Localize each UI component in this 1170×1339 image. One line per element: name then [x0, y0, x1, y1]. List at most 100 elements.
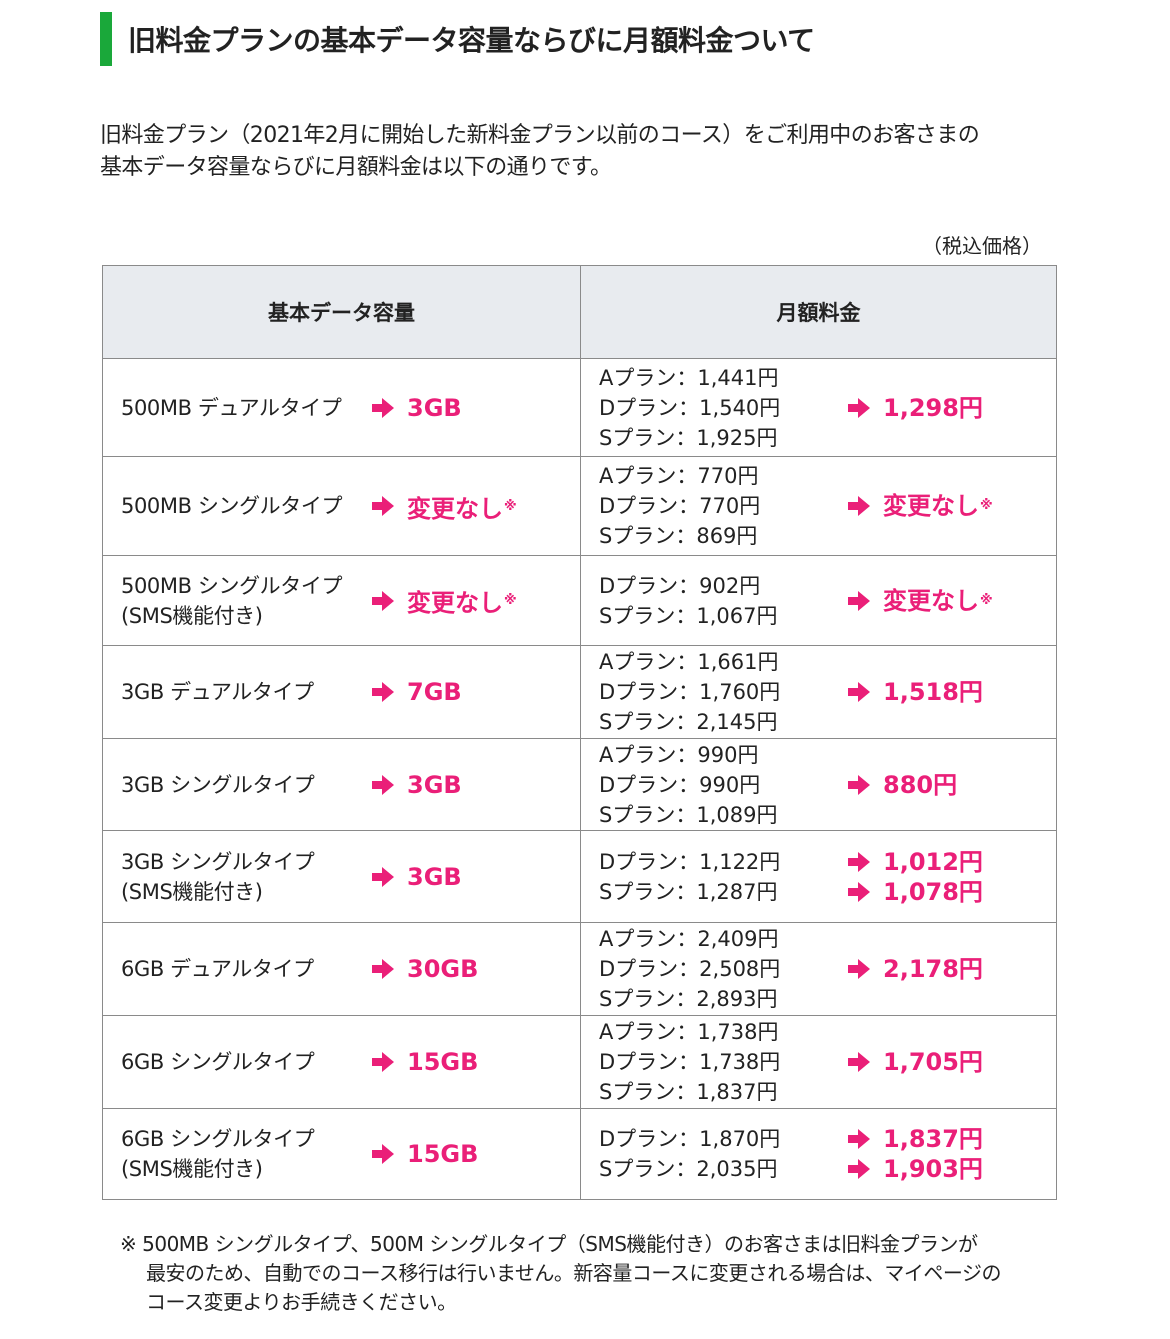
intro-line: 基本データ容量ならびに月額料金は以下の通りです。	[100, 155, 612, 180]
arrow-right-icon	[371, 1050, 395, 1074]
table-body: 500MB デュアルタイプ 3GB Aプラン：1,441円 Dプラン：1,540円 Sプ…	[102, 358, 1057, 1200]
data-capacity-cell: 500MB シングルタイプ 変更なし ※	[102, 456, 581, 556]
old-fee-line: Dプラン：2,508円	[599, 957, 781, 981]
old-fee-list: Aプラン：1,661円 Dプラン：1,760円 Sプラン：2,145円	[599, 647, 847, 737]
footnote-mark: ※	[504, 498, 517, 514]
new-monthly-fee-text: 2,178円	[883, 955, 983, 983]
arrow-right-icon	[371, 957, 395, 981]
arrow-right-icon	[847, 880, 871, 904]
table-row: 6GB デュアルタイプ 30GB Aプラン：2,409円 Dプラン：2,508円 Sプラ…	[102, 922, 1057, 1016]
plan-name: 500MB シングルタイプ (SMS機能付き)	[121, 571, 371, 631]
data-capacity-cell: 500MB シングルタイプ (SMS機能付き) 変更なし ※	[102, 555, 581, 646]
old-fee-list: Aプラン：2,409円 Dプラン：2,508円 Sプラン：2,893円	[599, 924, 847, 1014]
old-fee-line: Sプラン：2,893円	[599, 987, 778, 1011]
heading-accent-bar	[100, 12, 112, 66]
monthly-fee-cell: Aプラン：1,441円 Dプラン：1,540円 Sプラン：1,925円 1,298円	[580, 358, 1057, 457]
arrow-right-icon	[371, 773, 395, 797]
old-fee-line: Dプラン：1,870円	[599, 1127, 781, 1151]
arrow-right-icon	[371, 680, 395, 704]
old-fee-line: Aプラン：990円	[599, 742, 759, 767]
old-fee-line: Sプラン：1,067円	[599, 603, 778, 628]
intro-line: 旧料金プラン（2021年2月に開始した新料金プラン以前のコース）をご利用中のお客…	[100, 123, 980, 148]
old-fee-line: Dプラン：990円	[599, 772, 761, 797]
old-fee-line: Dプラン：770円	[599, 494, 761, 518]
new-data-capacity-text: 15GB	[407, 1140, 479, 1168]
new-fee-list: 変更なし ※	[847, 586, 993, 616]
new-monthly-fee: 変更なし ※	[847, 491, 993, 521]
table-row: 3GB シングルタイプ 3GB Aプラン：990円 Dプラン：990円 Sプラン：1,0…	[102, 738, 1057, 831]
old-fee-line: Sプラン：2,035円	[599, 1157, 778, 1181]
new-monthly-fee: 2,178円	[847, 954, 983, 984]
arrow-right-icon	[847, 589, 871, 613]
old-fee-line: Sプラン：869円	[599, 524, 758, 548]
data-capacity-cell: 6GB シングルタイプ 15GB	[102, 1015, 581, 1109]
new-monthly-fee: 1,903円	[847, 1154, 983, 1184]
table-row: 6GB シングルタイプ 15GB Aプラン：1,738円 Dプラン：1,738円 Sプラ…	[102, 1015, 1057, 1109]
intro-text: 旧料金プラン（2021年2月に開始した新料金プラン以前のコース）をご利用中のお客…	[100, 120, 1100, 184]
new-monthly-fee: 1,298円	[847, 393, 983, 423]
new-monthly-fee-text: 変更なし	[883, 586, 979, 615]
monthly-fee-cell: Aプラン：770円 Dプラン：770円 Sプラン：869円 変更なし ※	[580, 456, 1057, 556]
old-fee-line: Dプラン：1,540円	[599, 395, 781, 420]
arrow-right-icon	[371, 1142, 395, 1166]
monthly-fee-cell: Aプラン：1,738円 Dプラン：1,738円 Sプラン：1,837円 1,705円	[580, 1015, 1057, 1109]
table-row: 500MB デュアルタイプ 3GB Aプラン：1,441円 Dプラン：1,540円 Sプ…	[102, 358, 1057, 457]
footnote-mark: ※	[980, 592, 993, 608]
data-capacity-cell: 3GB デュアルタイプ 7GB	[102, 645, 581, 739]
arrow-right-icon	[847, 1127, 871, 1151]
old-fee-line: Aプラン：1,441円	[599, 365, 779, 390]
new-data-capacity-text: 7GB	[407, 678, 462, 706]
new-fee-list: 880円	[847, 770, 957, 800]
new-monthly-fee-text: 1,705円	[883, 1048, 983, 1076]
monthly-fee-cell: Aプラン：2,409円 Dプラン：2,508円 Sプラン：2,893円 2,178円	[580, 922, 1057, 1016]
new-data-capacity: 7GB	[371, 678, 462, 706]
plan-name-line: 6GB シングルタイプ	[121, 1127, 315, 1151]
plan-name: 500MB シングルタイプ	[121, 491, 371, 521]
new-data-capacity-text: 3GB	[407, 862, 462, 891]
old-fee-line: Dプラン：1,122円	[599, 849, 781, 874]
old-fee-line: Sプラン：1,287円	[599, 879, 778, 904]
new-monthly-fee-text: 1,012円	[883, 847, 983, 876]
table-row: 500MB シングルタイプ 変更なし ※ Aプラン：770円 Dプラン：770円 Sプラン…	[102, 456, 1057, 556]
new-data-capacity: 3GB	[371, 863, 462, 891]
data-capacity-cell: 6GB シングルタイプ (SMS機能付き) 15GB	[102, 1108, 581, 1200]
plan-name-line: (SMS機能付き)	[121, 1157, 263, 1181]
tax-included-note: （税込価格）	[922, 234, 1042, 258]
new-data-capacity-text: 変更なし	[407, 494, 503, 523]
arrow-right-icon	[371, 589, 395, 613]
section-heading: 旧料金プランの基本データ容量ならびに月額料金ついて	[100, 12, 815, 66]
new-monthly-fee: 1,837円	[847, 1124, 983, 1154]
new-fee-list: 1,837円 1,903円	[847, 1124, 983, 1184]
old-fee-list: Aプラン：1,738円 Dプラン：1,738円 Sプラン：1,837円	[599, 1017, 847, 1107]
monthly-fee-cell: Dプラン：1,870円 Sプラン：2,035円 1,837円 1,903円	[580, 1108, 1057, 1200]
new-monthly-fee: 1,078円	[847, 877, 983, 907]
data-capacity-cell: 500MB デュアルタイプ 3GB	[102, 358, 581, 457]
plan-name: 6GB デュアルタイプ	[121, 954, 371, 984]
plan-name-line: 3GB デュアルタイプ	[121, 680, 314, 704]
plan-name-line: 3GB シングルタイプ	[121, 772, 315, 797]
new-monthly-fee: 1,518円	[847, 677, 983, 707]
data-capacity-cell: 3GB シングルタイプ 3GB	[102, 738, 581, 831]
table-row: 6GB シングルタイプ (SMS機能付き) 15GB Dプラン：1,870円 Sプラン：…	[102, 1108, 1057, 1200]
plan-name-line: 6GB シングルタイプ	[121, 1050, 315, 1074]
old-fee-line: Sプラン：1,925円	[599, 425, 778, 450]
data-capacity-cell: 6GB デュアルタイプ 30GB	[102, 922, 581, 1016]
new-data-capacity: 15GB	[371, 1048, 478, 1076]
page-title: 旧料金プランの基本データ容量ならびに月額料金ついて	[128, 24, 815, 57]
new-data-capacity: 変更なし ※	[371, 489, 517, 524]
old-fee-list: Aプラン：990円 Dプラン：990円 Sプラン：1,089円	[599, 740, 847, 830]
new-fee-list: 変更なし ※	[847, 491, 993, 521]
table-row: 3GB シングルタイプ (SMS機能付き) 3GB Dプラン：1,122円 Sプラン：1…	[102, 830, 1057, 923]
footnote: ※ 500MB シングルタイプ、500M シングルタイプ（SMS機能付き）のお客…	[120, 1230, 1080, 1317]
new-monthly-fee-text: 1,518円	[883, 678, 983, 706]
plan-name-line: 500MB デュアルタイプ	[121, 395, 342, 420]
plan-name: 3GB デュアルタイプ	[121, 677, 371, 707]
new-monthly-fee-text: 1,837円	[883, 1125, 983, 1153]
plan-name: 500MB デュアルタイプ	[121, 393, 371, 423]
arrow-right-icon	[847, 396, 871, 420]
new-fee-list: 1,518円	[847, 677, 983, 707]
arrow-right-icon	[847, 680, 871, 704]
arrow-right-icon	[371, 865, 395, 889]
new-monthly-fee-text: 880円	[883, 770, 958, 799]
table-row: 3GB デュアルタイプ 7GB Aプラン：1,661円 Dプラン：1,760円 Sプラン…	[102, 645, 1057, 739]
